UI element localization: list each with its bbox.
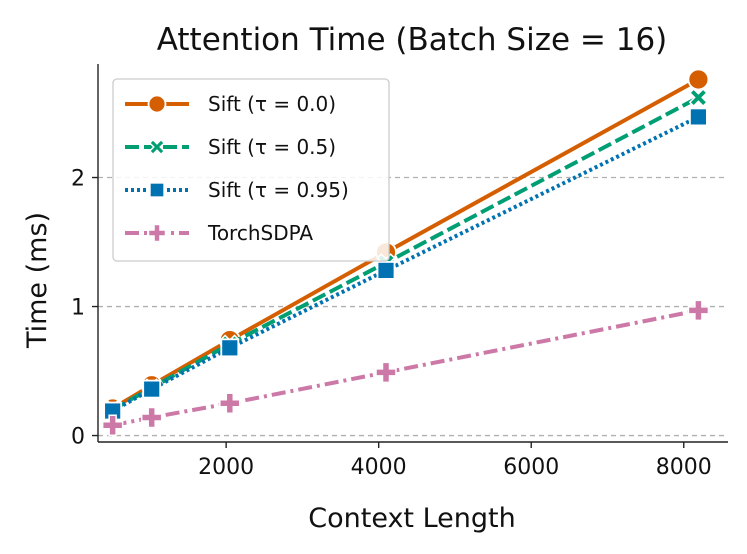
legend-label-1: Sift (τ = 0.5) — [208, 135, 336, 159]
data-point-3-2 — [219, 392, 241, 415]
series-3 — [101, 299, 710, 436]
data-point-3-1 — [140, 406, 163, 429]
x-tick-label-2000: 2000 — [198, 455, 254, 480]
data-point-2-4 — [689, 107, 708, 127]
y-tick-label-0: 0 — [71, 425, 85, 450]
x-axis-label: Context Length — [308, 503, 515, 534]
legend-marker-3 — [147, 223, 167, 243]
data-point-0-4 — [687, 68, 710, 91]
data-point-3-0 — [101, 414, 124, 436]
legend-label-3: TorchSDPA — [207, 221, 313, 245]
data-point-3-3 — [375, 361, 397, 384]
legend-label-0: Sift (τ = 0.0) — [208, 92, 336, 116]
data-point-1-4 — [688, 87, 708, 108]
data-point-3-4 — [687, 299, 710, 322]
legend-box — [112, 78, 390, 262]
data-point-2-2 — [220, 338, 240, 358]
y-axis-label: Time (ms) — [22, 212, 53, 349]
legend: Sift (τ = 0.0) Sift (τ = 0.5) Sift (τ = 0.… — [112, 78, 390, 262]
series-line-3 — [112, 308, 699, 428]
axes: 2000 4000 6000 8000 0 1 2 — [71, 64, 728, 480]
x-tick-label-4000: 4000 — [351, 455, 407, 480]
data-point-2-3 — [376, 261, 396, 280]
legend-marker-2 — [148, 181, 166, 199]
chart-title: Attention Time (Batch Size = 16) — [157, 22, 668, 58]
legend-marker-1 — [148, 138, 166, 156]
legend-marker-0 — [147, 94, 167, 114]
x-tick-label-8000: 8000 — [656, 455, 712, 480]
grid-lines — [98, 176, 728, 437]
data-point-2-1 — [142, 379, 162, 399]
y-tick-label-2: 2 — [71, 167, 85, 192]
y-tick-label-1: 1 — [71, 296, 85, 321]
legend-label-2: Sift (τ = 0.95) — [208, 178, 349, 202]
x-tick-label-6000: 6000 — [503, 455, 559, 480]
plot-series — [101, 68, 710, 436]
